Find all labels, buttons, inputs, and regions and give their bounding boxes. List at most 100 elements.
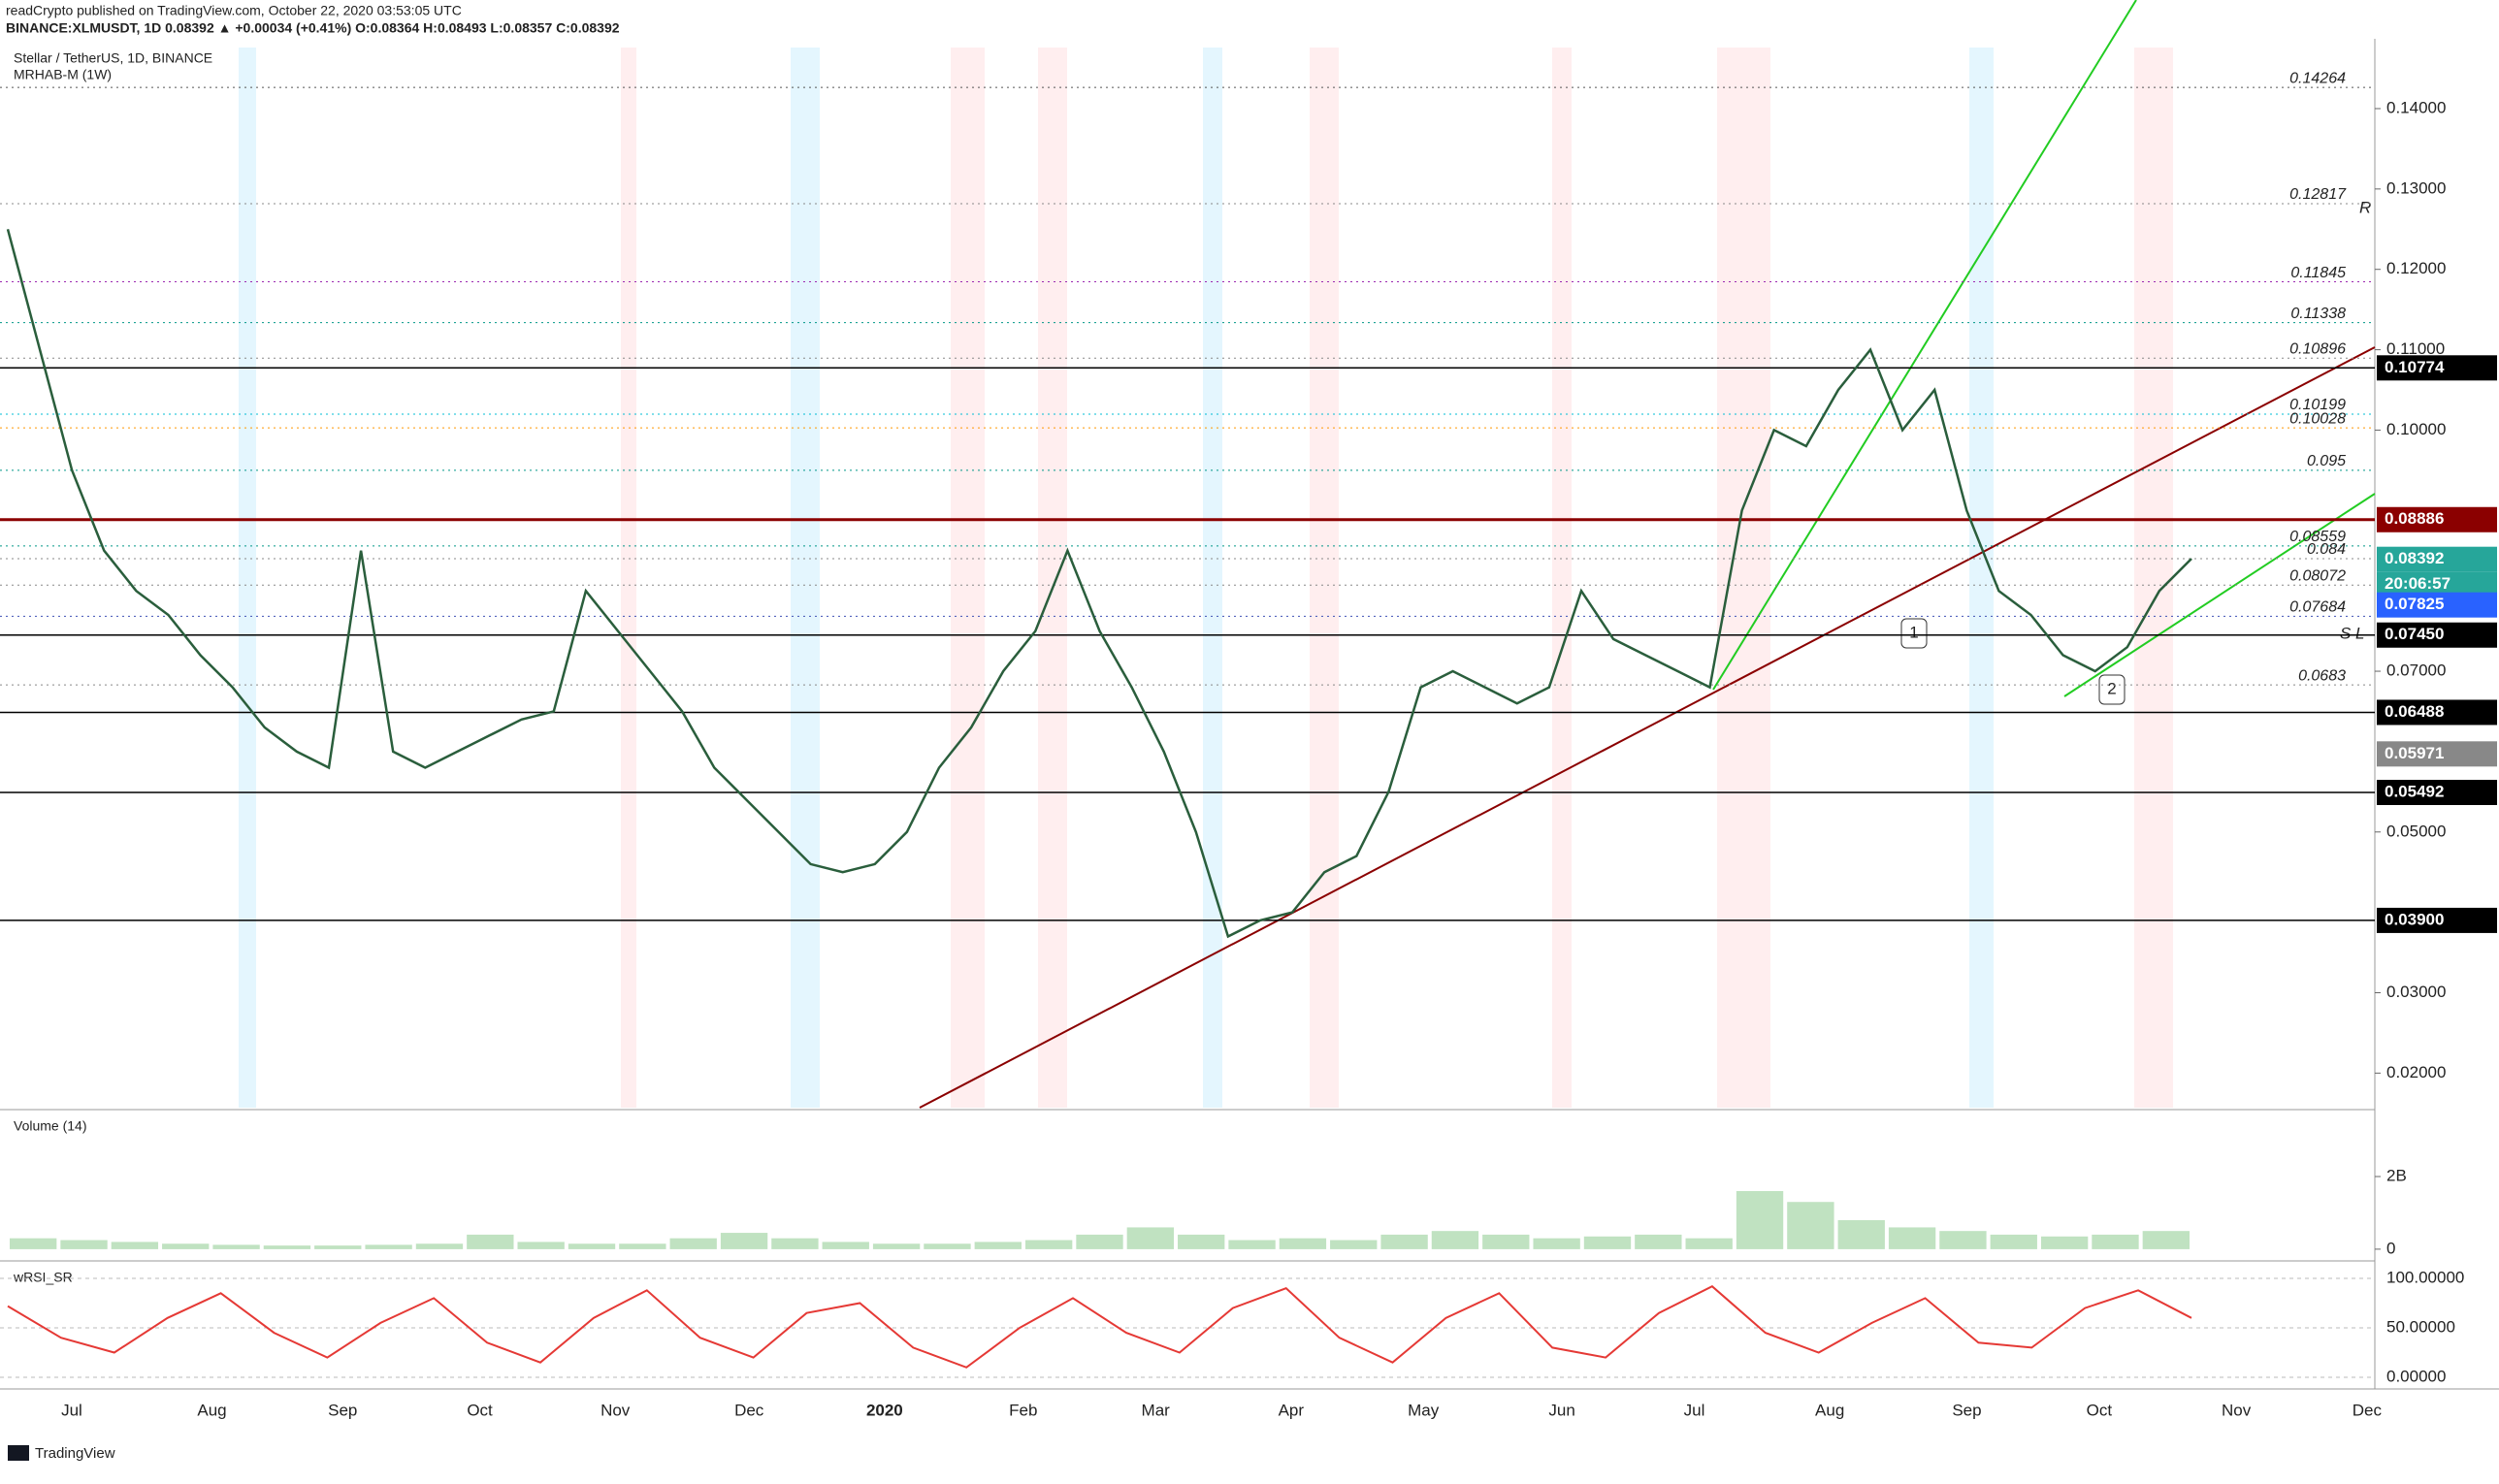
volume-bar bbox=[771, 1238, 819, 1249]
pane-title: Volume (14) bbox=[14, 1118, 86, 1134]
level-label: 0.10199 bbox=[2289, 397, 2346, 413]
y-tick-label: 0.14000 bbox=[2386, 98, 2446, 116]
y-tick-label: 50.00000 bbox=[2386, 1317, 2455, 1336]
level-label: 0.14264 bbox=[2289, 70, 2346, 86]
y-tick-label: 0 bbox=[2386, 1239, 2395, 1257]
y-tick-label: 100.00000 bbox=[2386, 1268, 2464, 1286]
countdown: 20:06:57 bbox=[2385, 574, 2450, 593]
x-tick-label: May bbox=[1408, 1401, 1440, 1419]
price-label-box bbox=[2377, 546, 2497, 572]
y-tick-label: 2B bbox=[2386, 1166, 2407, 1184]
y-tick-label: 0.13000 bbox=[2386, 178, 2446, 197]
chart-title: Stellar / TetherUS, 1D, BINANCE bbox=[14, 50, 212, 66]
volume-bar bbox=[314, 1245, 362, 1249]
x-tick-label: Aug bbox=[1815, 1401, 1844, 1419]
volume-bar bbox=[1583, 1236, 1632, 1249]
x-tick-label: 2020 bbox=[866, 1401, 903, 1419]
x-tick-label: Nov bbox=[600, 1401, 631, 1419]
volume-bar bbox=[924, 1243, 971, 1249]
volume-bar bbox=[568, 1243, 616, 1249]
volume-bar bbox=[1330, 1240, 1378, 1249]
volume-bar bbox=[1178, 1234, 1225, 1249]
price-label: 0.08886 bbox=[2385, 509, 2444, 528]
y-tick-label: 0.11000 bbox=[2386, 339, 2445, 358]
volume-bar bbox=[1279, 1238, 1327, 1249]
x-tick-label: Oct bbox=[467, 1401, 493, 1419]
volume-bar bbox=[1024, 1240, 1073, 1249]
pane-title: wRSI_SR bbox=[13, 1270, 73, 1285]
annotation: R bbox=[2359, 198, 2371, 216]
x-tick-label: Sep bbox=[1952, 1401, 1981, 1419]
annotation: S L bbox=[2340, 624, 2365, 642]
volume-bar bbox=[720, 1233, 768, 1249]
price-label: 0.07450 bbox=[2385, 625, 2444, 643]
volume-bar bbox=[2092, 1234, 2139, 1249]
x-tick-label: Aug bbox=[197, 1401, 226, 1419]
volume-bar bbox=[872, 1243, 921, 1249]
volume-bar bbox=[162, 1243, 210, 1249]
price-label: 0.05492 bbox=[2385, 782, 2444, 800]
y-tick-label: 0.10000 bbox=[2386, 420, 2446, 438]
volume-bar bbox=[1126, 1227, 1175, 1249]
x-tick-label: Apr bbox=[1279, 1401, 1305, 1419]
price-line bbox=[6, 228, 2192, 939]
price-label-box bbox=[2377, 780, 2497, 806]
volume-bar bbox=[1482, 1234, 1530, 1249]
y-tick-label: 0.07000 bbox=[2386, 661, 2446, 680]
x-tick-label: Nov bbox=[2222, 1401, 2252, 1419]
level-label: 0.08559 bbox=[2289, 529, 2346, 545]
volume-bar bbox=[517, 1242, 565, 1249]
volume-bar bbox=[1990, 1234, 2037, 1249]
price-label-box bbox=[2377, 592, 2497, 618]
volume-bar bbox=[111, 1242, 159, 1249]
annotation: 2 bbox=[2107, 679, 2116, 697]
volume-bar bbox=[263, 1245, 311, 1249]
volume-bar bbox=[1431, 1231, 1479, 1249]
level-label: 0.07684 bbox=[2289, 599, 2346, 616]
y-tick-label: 0.00000 bbox=[2386, 1367, 2446, 1385]
annotation: 1 bbox=[1909, 623, 1918, 641]
callout bbox=[2098, 674, 2126, 705]
level-label: 0.12817 bbox=[2289, 186, 2347, 203]
rsi-line bbox=[7, 1285, 2192, 1369]
volume-bar bbox=[467, 1234, 514, 1249]
volume-bar bbox=[669, 1238, 717, 1249]
x-tick-label: Sep bbox=[328, 1401, 357, 1419]
y-tick-label: 0.05000 bbox=[2386, 822, 2446, 840]
level-label: 0.0683 bbox=[2298, 667, 2346, 684]
volume-bar bbox=[365, 1244, 412, 1249]
callout bbox=[1900, 618, 1928, 649]
y-tick-label: 0.12000 bbox=[2386, 259, 2446, 277]
volume-bar bbox=[1685, 1238, 1733, 1249]
stripes bbox=[239, 48, 2173, 1108]
x-tick-label: Oct bbox=[2087, 1401, 2113, 1419]
price-label-box bbox=[2377, 907, 2497, 933]
logo bbox=[8, 1445, 29, 1461]
trend-line bbox=[2063, 493, 2376, 697]
indicator-name: MRHAB-M (1W) bbox=[14, 67, 112, 82]
x-tick-label: Jun bbox=[1548, 1401, 1574, 1419]
x-tick-label: Jul bbox=[1684, 1401, 1705, 1419]
volume-bar bbox=[1076, 1234, 1123, 1249]
volume-bar bbox=[1787, 1202, 1834, 1249]
volume-bar bbox=[2142, 1231, 2190, 1249]
price-label-box bbox=[2377, 741, 2497, 767]
volume-bar bbox=[1736, 1190, 1784, 1249]
volume-bar bbox=[619, 1243, 666, 1249]
y-tick-label: 0.02000 bbox=[2386, 1063, 2446, 1081]
level-label: 0.10896 bbox=[2289, 340, 2346, 357]
volume-bar bbox=[1380, 1234, 1428, 1249]
price-label: 0.03900 bbox=[2385, 910, 2444, 928]
trend-line bbox=[919, 346, 2376, 1109]
header-line: readCrypto published on TradingView.com,… bbox=[6, 3, 462, 18]
price-label-box bbox=[2377, 699, 2497, 726]
x-tick-label: Dec bbox=[734, 1401, 764, 1419]
volume-bar bbox=[212, 1244, 260, 1249]
price-label: 0.08392 bbox=[2385, 549, 2444, 567]
volume-bar bbox=[974, 1242, 1022, 1249]
level-label: 0.11845 bbox=[2290, 265, 2346, 281]
level-label: 0.10028 bbox=[2289, 410, 2346, 427]
volume-bar bbox=[1888, 1227, 1936, 1249]
